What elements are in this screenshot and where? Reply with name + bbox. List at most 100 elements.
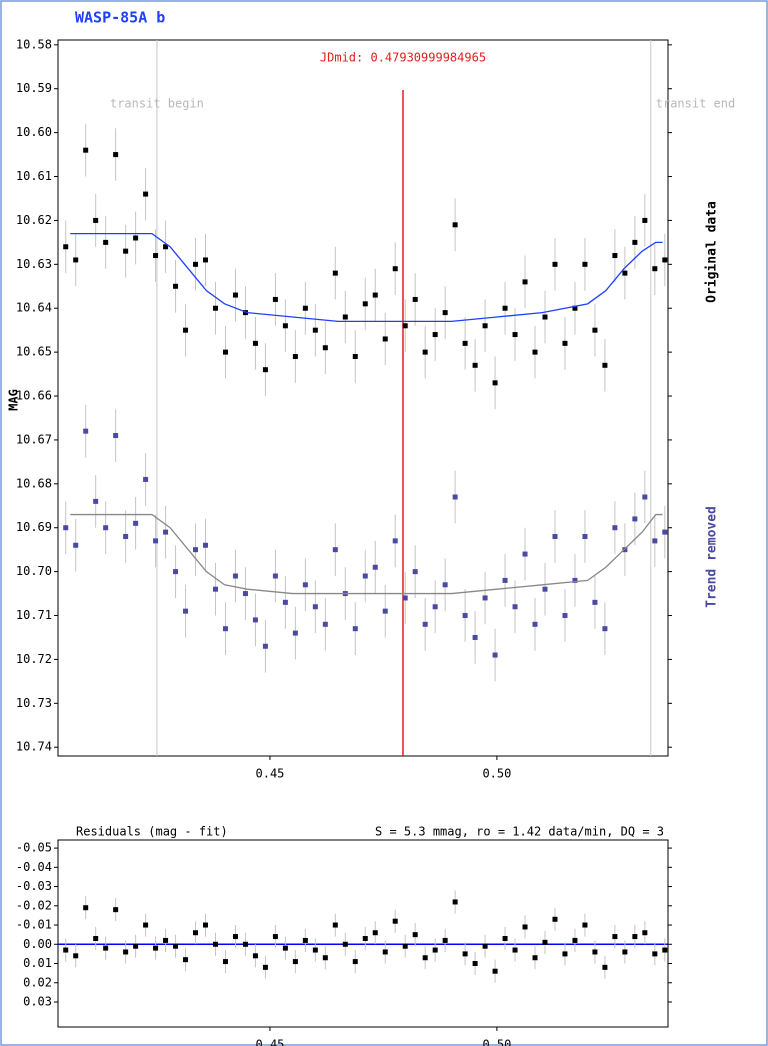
data-point [482,323,488,329]
data-point [282,945,288,951]
y-tick-label: 10.58 [16,37,52,51]
data-point [332,922,338,928]
data-point [332,547,338,553]
data-point [183,608,189,614]
data-point [402,323,408,329]
y-tick-label: 10.63 [16,257,52,271]
data-point [63,947,69,953]
data-point [272,296,278,302]
data-point [552,916,558,922]
data-point [193,930,199,936]
data-point [222,959,228,965]
data-point [232,292,238,298]
data-point [262,643,268,649]
data-point [302,937,308,943]
data-point [602,626,608,632]
data-point [352,354,358,360]
data-point [652,266,658,272]
data-point [292,354,298,360]
data-point [442,310,448,316]
data-point [123,534,129,540]
data-point [382,949,388,955]
data-point [103,525,109,531]
y-tick-label: -0.03 [16,879,52,893]
data-point [173,283,179,289]
data-point [392,266,398,272]
data-point [342,941,348,947]
data-point [113,433,119,439]
y-tick-label: 10.74 [16,740,52,754]
data-point [432,604,438,610]
data-point [632,516,638,522]
data-point [562,951,568,957]
y-tick-label: 0.00 [23,937,52,951]
data-point [492,652,498,658]
data-point [472,634,478,640]
data-point [632,934,638,940]
data-point [222,349,228,355]
data-point [242,941,248,947]
data-point [212,941,218,947]
y-tick-label: 10.61 [16,169,52,183]
data-point [133,235,139,241]
y-tick-label: 10.73 [16,696,52,710]
data-point [362,573,368,579]
data-point [372,930,378,936]
data-point [482,595,488,601]
y-tick-label: 10.70 [16,564,52,578]
data-point [532,349,538,355]
data-point [532,955,538,961]
data-point [582,534,588,540]
data-point [282,599,288,605]
data-point [562,613,568,619]
y-tick-label: 10.68 [16,476,52,490]
data-point [602,964,608,970]
data-point [133,943,139,949]
data-point [402,595,408,601]
y-tick-label: -0.04 [16,860,52,874]
data-point [302,305,308,311]
series-label: Trend removed [705,506,720,608]
data-point [203,922,209,928]
series-label: Original data [705,201,720,303]
data-point [282,323,288,329]
data-point [582,922,588,928]
data-point [602,362,608,368]
data-point [272,934,278,940]
x-tick-label: 0.45 [256,767,285,781]
fit-line [70,232,663,323]
y-tick-label: 0.03 [23,994,52,1008]
data-point [322,955,328,961]
data-point [133,520,139,526]
data-point [342,314,348,320]
data-point [662,947,668,953]
data-point [522,924,528,930]
data-point [322,345,328,351]
data-point [482,943,488,949]
data-point [502,577,508,583]
data-point [622,270,628,276]
y-tick-label: 0.02 [23,975,52,989]
x-tick-label: 0.45 [256,1038,285,1046]
data-point [292,959,298,965]
data-point [632,239,638,245]
x-tick-label: 0.50 [482,1038,511,1046]
data-point [592,599,598,605]
data-point [173,569,179,575]
data-point [562,340,568,346]
data-point [372,292,378,298]
data-point [143,922,149,928]
y-axis-label: MAG [7,389,21,411]
data-point [93,498,99,504]
data-point [153,945,159,951]
data-point [123,248,129,254]
data-point [193,261,199,267]
data-point [592,327,598,333]
data-point [382,336,388,342]
chart-title: Residuals (mag - fit) [76,825,228,839]
data-point [582,261,588,267]
data-point [163,244,169,250]
plot-frame [57,839,669,1028]
